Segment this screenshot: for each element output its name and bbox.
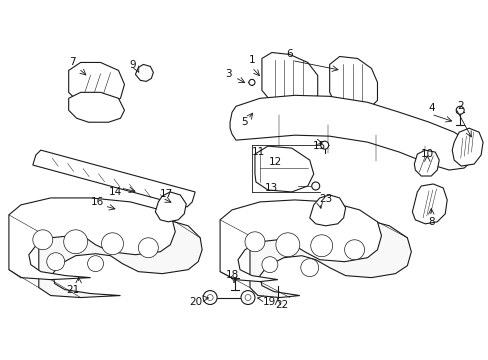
Polygon shape [254, 146, 313, 192]
Polygon shape [229, 95, 473, 170]
Polygon shape [329, 57, 377, 112]
Circle shape [344, 240, 364, 260]
Text: 12: 12 [269, 157, 282, 167]
Circle shape [244, 294, 250, 301]
Circle shape [203, 291, 217, 305]
Text: 1: 1 [248, 55, 255, 66]
Circle shape [138, 238, 158, 258]
Circle shape [300, 259, 318, 276]
Circle shape [241, 291, 254, 305]
Polygon shape [9, 198, 175, 280]
Text: 22: 22 [275, 300, 288, 310]
Circle shape [275, 233, 299, 257]
Polygon shape [451, 128, 482, 166]
Circle shape [207, 294, 213, 301]
Circle shape [262, 257, 277, 273]
Text: 13: 13 [264, 183, 278, 193]
Circle shape [248, 80, 254, 85]
Circle shape [311, 182, 319, 190]
Polygon shape [220, 200, 381, 282]
Circle shape [87, 256, 103, 272]
Polygon shape [68, 62, 124, 106]
Polygon shape [135, 64, 153, 81]
Polygon shape [39, 215, 202, 298]
Polygon shape [249, 216, 410, 298]
Text: 18: 18 [225, 270, 238, 280]
Polygon shape [411, 184, 447, 224]
Circle shape [47, 253, 64, 271]
Text: 15: 15 [312, 141, 325, 151]
Text: 2: 2 [456, 101, 463, 111]
Text: 16: 16 [91, 197, 104, 207]
Text: 6: 6 [286, 49, 292, 59]
Polygon shape [68, 92, 124, 122]
Text: 20: 20 [189, 297, 203, 306]
Text: 23: 23 [318, 194, 332, 204]
Text: 8: 8 [427, 217, 434, 227]
Circle shape [33, 230, 53, 250]
Text: 4: 4 [427, 103, 434, 113]
Text: 11: 11 [251, 147, 264, 157]
Polygon shape [155, 192, 186, 222]
Text: 17: 17 [160, 189, 173, 199]
Circle shape [310, 235, 332, 257]
Text: 7: 7 [69, 58, 76, 67]
Text: 3: 3 [224, 69, 231, 80]
Circle shape [244, 232, 264, 252]
Polygon shape [33, 150, 195, 207]
Text: 14: 14 [109, 187, 122, 197]
Circle shape [320, 141, 328, 149]
Polygon shape [262, 53, 317, 108]
Circle shape [63, 230, 87, 254]
Text: 10: 10 [420, 149, 433, 159]
Polygon shape [413, 150, 438, 176]
Text: 19: 19 [263, 297, 276, 306]
Text: 9: 9 [129, 60, 136, 71]
Text: 5: 5 [241, 117, 248, 127]
Text: 21: 21 [66, 284, 79, 294]
Circle shape [455, 106, 463, 114]
Circle shape [102, 233, 123, 255]
Polygon shape [309, 195, 345, 226]
